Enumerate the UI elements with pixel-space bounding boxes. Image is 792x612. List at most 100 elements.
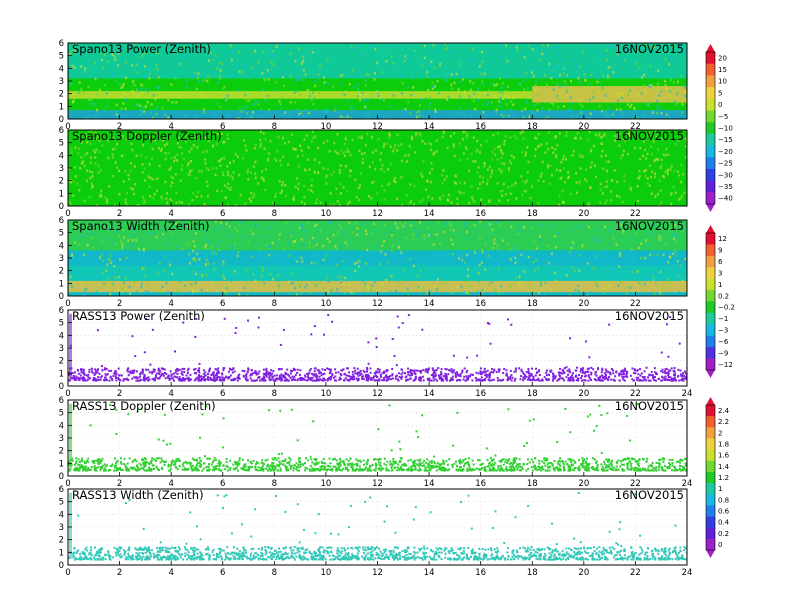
data-point (452, 375, 455, 378)
data-point (356, 464, 359, 467)
heatmap-speckle (121, 287, 124, 291)
heatmap-speckle (194, 272, 197, 276)
data-point (671, 464, 674, 467)
data-point (71, 457, 74, 460)
data-point (618, 379, 621, 382)
heatmap-speckle (211, 166, 214, 170)
heatmap-speckle (153, 132, 156, 136)
heatmap-speckle (461, 254, 464, 257)
data-point (200, 464, 203, 467)
heatmap-speckle (492, 133, 495, 137)
x-tick-label: 8 (272, 122, 277, 132)
heatmap-speckle (493, 84, 496, 87)
x-tick-label: 22 (630, 209, 641, 219)
heatmap-speckle (552, 70, 555, 74)
data-point (284, 379, 287, 382)
data-point (137, 466, 140, 469)
data-point (561, 377, 564, 380)
heatmap-speckle (204, 243, 207, 247)
data-point (348, 371, 351, 374)
data-point (88, 371, 91, 374)
heatmap-speckle (264, 111, 267, 115)
data-point (501, 379, 504, 382)
heatmap-speckle (129, 292, 132, 295)
data-point (612, 378, 615, 381)
heatmap-speckle (171, 272, 174, 276)
heatmap-speckle (322, 244, 325, 248)
heatmap-speckle (503, 162, 506, 166)
heatmap-speckle (675, 262, 678, 266)
heatmap-speckle (425, 188, 428, 191)
heatmap-speckle (94, 115, 97, 119)
heatmap-speckle (174, 53, 177, 57)
heatmap-speckle (684, 51, 687, 55)
data-point (317, 379, 320, 382)
data-point (445, 368, 448, 371)
heatmap-speckle (238, 107, 241, 110)
heatmap-speckle (292, 282, 295, 285)
heatmap-speckle (118, 258, 121, 261)
heatmap-speckle (575, 172, 578, 175)
heatmap-speckle (424, 293, 427, 296)
heatmap-speckle (441, 135, 444, 139)
heatmap-speckle (254, 224, 257, 227)
data-point (97, 368, 100, 371)
x-tick-label: 4 (168, 122, 173, 132)
heatmap-speckle (203, 229, 206, 232)
heatmap-speckle (88, 130, 91, 133)
heatmap-speckle (554, 70, 557, 73)
data-point (507, 318, 510, 321)
x-tick-label: 4 (168, 209, 173, 219)
heatmap-speckle (354, 269, 357, 273)
heatmap-speckle (357, 69, 360, 73)
heatmap-speckle (174, 76, 177, 80)
data-point (662, 458, 665, 461)
heatmap-speckle (501, 169, 504, 173)
data-point (484, 371, 487, 374)
heatmap-speckle (80, 65, 83, 68)
heatmap-speckle (134, 183, 137, 186)
heatmap-speckle (335, 247, 338, 250)
heatmap-speckle (665, 293, 668, 296)
heatmap-speckle (458, 181, 461, 184)
heatmap-speckle (264, 71, 267, 75)
heatmap-speckle (314, 284, 317, 287)
heatmap-speckle (154, 97, 157, 101)
heatmap-speckle (671, 45, 674, 48)
heatmap-speckle (599, 236, 602, 239)
y-tick-label: 4 (59, 64, 64, 74)
heatmap-speckle (372, 288, 375, 292)
heatmap-speckle (192, 52, 195, 55)
heatmap-speckle (529, 44, 532, 48)
heatmap-speckle (338, 223, 341, 227)
heatmap-speckle (237, 117, 240, 119)
heatmap-speckle (623, 174, 626, 178)
heatmap-speckle (294, 60, 297, 63)
data-point (545, 374, 548, 377)
data-point (485, 373, 488, 376)
heatmap-speckle (474, 107, 477, 111)
data-point (579, 370, 582, 373)
heatmap-speckle (351, 69, 354, 72)
heatmap-speckle (314, 135, 317, 138)
heatmap-speckle (501, 82, 504, 85)
heatmap-speckle (486, 102, 489, 106)
heatmap-speckle (479, 175, 482, 178)
heatmap-speckle (503, 140, 506, 143)
data-point (215, 374, 218, 377)
data-point (593, 468, 596, 471)
heatmap-speckle (469, 113, 472, 117)
heatmap-speckle (601, 192, 604, 195)
heatmap-speckle (281, 75, 284, 79)
heatmap-speckle (484, 92, 487, 95)
data-point (483, 367, 486, 370)
heatmap-speckle (349, 291, 352, 294)
heatmap-speckle (275, 43, 278, 47)
heatmap-speckle (652, 75, 655, 79)
data-point (418, 377, 421, 380)
data-point (357, 371, 360, 374)
heatmap-speckle (472, 82, 475, 85)
heatmap-speckle (120, 86, 123, 90)
data-point (652, 469, 655, 472)
heatmap-speckle (177, 136, 180, 140)
